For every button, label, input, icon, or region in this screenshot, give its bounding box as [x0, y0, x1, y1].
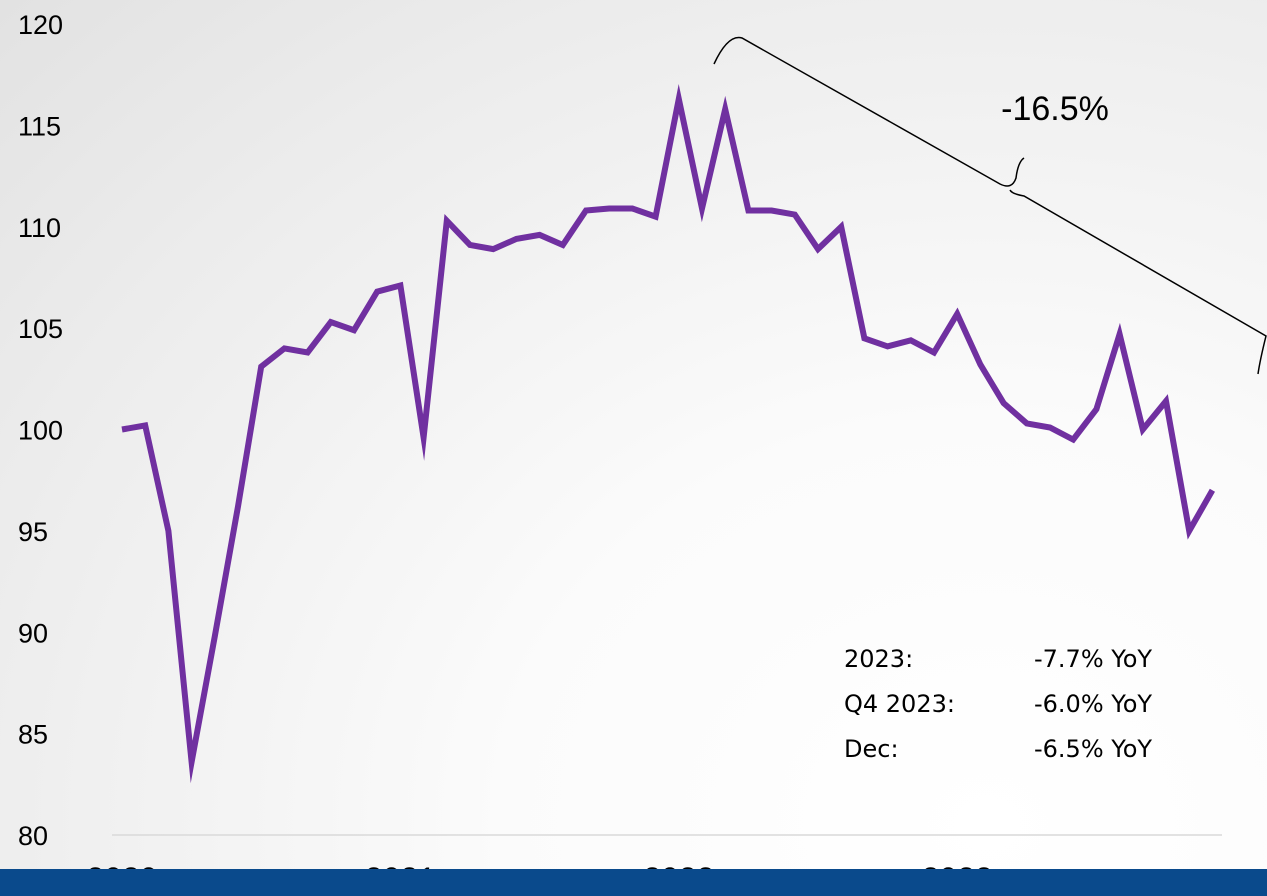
y-tick-label: 85 — [18, 720, 48, 750]
stat-row-q4-2023: Q4 2023: -6.0% YoY — [844, 681, 1194, 726]
footer-bar — [0, 869, 1267, 896]
percent-change-brace — [713, 36, 1267, 375]
y-tick-label: 110 — [18, 213, 61, 243]
stat-label: Q4 2023: — [844, 689, 955, 718]
y-axis: 80 85 90 95 100 105 110 115 120 — [18, 10, 63, 851]
series-line — [121, 84, 1216, 784]
y-tick-label: 100 — [18, 416, 63, 446]
stat-label: Dec: — [844, 734, 899, 763]
y-tick-label: 105 — [18, 314, 63, 344]
series-layer — [121, 84, 1216, 784]
stat-row-dec: Dec: -6.5% YoY — [844, 726, 1194, 771]
stat-value: -6.5% YoY — [1034, 734, 1153, 763]
stat-value: -6.0% YoY — [1034, 689, 1153, 718]
y-tick-label: 115 — [18, 111, 61, 141]
y-tick-label: 120 — [18, 10, 63, 40]
percent-change-label: -16.5% — [1001, 90, 1109, 128]
stats-box: 2023: -7.7% YoY Q4 2023: -6.0% YoY Dec: … — [844, 636, 1194, 771]
y-tick-label: 80 — [18, 821, 48, 851]
y-tick-label: 95 — [18, 517, 48, 547]
annotation-layer: -16.5% — [713, 36, 1267, 375]
stat-label: 2023: — [844, 644, 914, 673]
y-tick-label: 90 — [18, 618, 48, 648]
stat-value: -7.7% YoY — [1034, 644, 1153, 673]
stat-row-2023: 2023: -7.7% YoY — [844, 636, 1194, 681]
